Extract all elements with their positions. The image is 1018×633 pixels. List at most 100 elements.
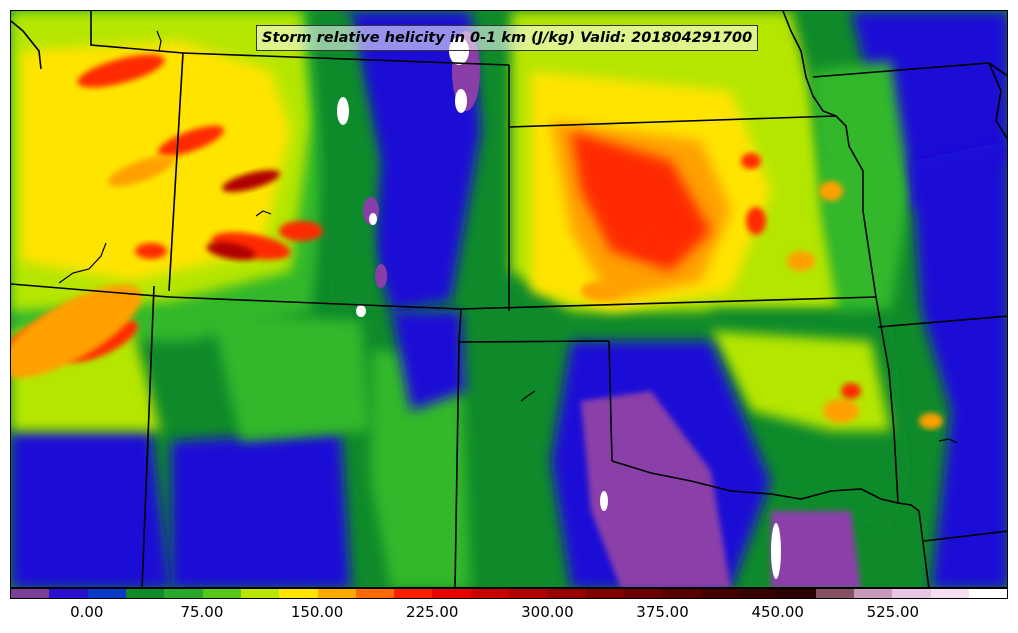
colorbar-tick-label: 150.00	[290, 603, 344, 621]
colorbar-segment	[930, 589, 969, 598]
field-region	[211, 311, 371, 441]
colorbar-segment	[202, 589, 241, 598]
helicity-hotspot	[581, 281, 621, 301]
border-wy-north	[182, 52, 510, 66]
border-red-river	[611, 460, 899, 504]
colorbar	[10, 588, 1008, 599]
field-region	[581, 391, 731, 587]
high-value-spot	[375, 264, 387, 288]
helicity-hotspot	[823, 399, 859, 423]
border-ms-river	[988, 62, 1007, 140]
high-value-spot	[455, 89, 467, 113]
colorbar-segment	[892, 589, 931, 598]
colorbar-segment	[317, 589, 356, 598]
border-mo-ok-ar	[875, 296, 899, 504]
colorbar-tick-label: 0.00	[70, 603, 104, 621]
helicity-hotspot	[221, 170, 281, 192]
helicity-map: Storm relative helicity in 0-1 km (J/kg)…	[10, 10, 1008, 588]
helicity-hotspot	[746, 207, 766, 235]
helicity-hotspot	[107, 155, 175, 187]
colorbar-tick-label: 450.00	[751, 603, 804, 621]
high-value-spot	[356, 305, 366, 317]
helicity-field	[11, 11, 1007, 587]
colorbar-tick-label: 300.00	[521, 603, 574, 621]
colorbar-segment	[470, 589, 510, 598]
colorbar-segment	[125, 589, 165, 598]
colorbar-segment	[279, 589, 318, 598]
colorbar-segment	[815, 589, 854, 598]
border-la-north	[923, 530, 1007, 542]
colorbar-segment	[394, 589, 433, 598]
reservoir-la	[938, 438, 958, 444]
reservoir-ok	[520, 390, 536, 402]
helicity-hotspot	[11, 284, 142, 378]
colorbar-tick-label: 75.00	[180, 603, 224, 621]
border-mt-south	[90, 11, 184, 54]
colorbar-segment	[738, 589, 778, 598]
border-az-nm	[141, 285, 155, 587]
lakes	[58, 30, 958, 444]
colorbar-segment	[164, 589, 203, 598]
helicity-hotspot	[787, 251, 815, 271]
helicity-hotspot	[631, 227, 671, 255]
border-ne-ks	[508, 115, 837, 128]
field-region	[571, 131, 711, 271]
border-ok-tx-west	[608, 340, 613, 462]
colorbar-segment	[87, 589, 126, 598]
helicity-hotspot	[819, 181, 843, 201]
border-nm-tx	[454, 341, 460, 587]
field-region	[371, 351, 471, 587]
colorbar-segment	[547, 589, 586, 598]
border-mo-river	[782, 11, 837, 117]
high-value-spot	[337, 97, 349, 125]
reservoir-wy	[255, 210, 272, 217]
high-value-spot	[771, 523, 781, 579]
colorbar-segment	[968, 589, 1008, 598]
field-region	[171, 431, 351, 587]
helicity-hotspot	[77, 54, 165, 88]
colorbar-segment	[432, 589, 471, 598]
high-value-spot	[369, 213, 377, 225]
colorbar-segment	[853, 589, 893, 598]
colorbar-segment	[11, 589, 50, 598]
reservoir-nw	[156, 30, 162, 52]
border-ks-ok-north	[460, 296, 877, 310]
field-region	[771, 511, 861, 587]
field-region	[311, 11, 381, 311]
colorbar-tick-label: 225.00	[405, 603, 459, 621]
border-wy-co-ne	[168, 296, 462, 310]
state-borders	[11, 11, 1007, 587]
helicity-hotspot	[741, 153, 761, 169]
helicity-hotspot	[919, 413, 943, 429]
helicity-hotspot	[206, 242, 256, 260]
colorbar-segment	[585, 589, 624, 598]
field-region	[391, 311, 466, 411]
colorbar-tick-label: 375.00	[636, 603, 689, 621]
colorbar-segment	[700, 589, 739, 598]
helicity-hotspot	[157, 125, 225, 157]
great-salt-lake	[58, 242, 107, 284]
colorbar-segment	[662, 589, 701, 598]
border-wa-coast	[11, 20, 42, 70]
helicity-hotspot	[841, 383, 861, 399]
colorbar-segment	[240, 589, 280, 598]
colorbar-segment	[624, 589, 663, 598]
border-ar-la	[897, 502, 930, 587]
colorbar-segment	[355, 589, 395, 598]
border-ks-mo	[835, 115, 877, 298]
helicity-hotspot	[135, 243, 167, 259]
colorbar-ticks: 0.00 75.00 150.00 225.00 300.00 375.00 450.00 5…	[10, 599, 1008, 633]
border-mo-east	[877, 315, 1007, 328]
field-region	[11, 431, 171, 587]
field-region	[811, 61, 911, 331]
colorbar-segment	[509, 589, 548, 598]
border-utah-nevada-north	[11, 283, 170, 298]
colorbar-tick-label: 525.00	[866, 603, 920, 621]
colorbar-segment	[777, 589, 816, 598]
border-id-wy	[168, 52, 184, 292]
map-canvas	[11, 11, 1007, 587]
field-region	[911, 141, 1007, 587]
map-title: Storm relative helicity in 0-1 km (J/kg)…	[256, 25, 759, 51]
high-value-spot	[600, 491, 608, 511]
helicity-hotspot	[279, 221, 323, 241]
